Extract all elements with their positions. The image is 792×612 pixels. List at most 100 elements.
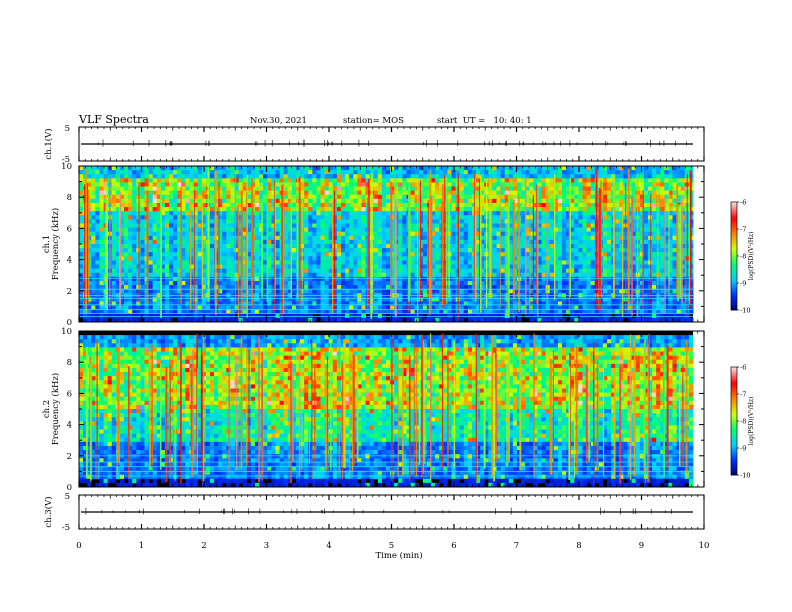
ch1-spectrogram-cell [189, 174, 195, 179]
ch1-spectrogram-cell [431, 301, 436, 306]
ch1-spectrogram-cell [451, 280, 456, 286]
ch1-spectrogram-cell [476, 202, 481, 208]
ch1-spectrogram-cell [95, 235, 100, 241]
ch1-spectrogram-cell [349, 198, 354, 204]
ch1-spectrogram-cell [201, 170, 207, 175]
ch1-spectrogram-cell [255, 272, 260, 278]
ch1-spectrogram-cell [340, 260, 346, 265]
ch1-spectrogram-cell [402, 219, 407, 224]
ch1-spectrogram-cell [164, 186, 170, 192]
ch1-spectrogram-cell [431, 252, 436, 257]
ch1-spectrogram-cell [361, 166, 366, 171]
ch1-spectrogram-cell [414, 207, 420, 212]
ch1-spectrogram-cell [492, 313, 497, 319]
ch1-spectrogram-cell [500, 174, 506, 179]
ch1-spectrogram-cell [197, 305, 203, 311]
ch1-spectrogram-cell [422, 252, 428, 257]
ch1-spectrogram-cell [361, 305, 366, 311]
ch1-spectrogram-cell [189, 231, 195, 237]
ch1-spectrogram-cell [128, 219, 133, 224]
ch1-spectrogram-cell [173, 285, 178, 290]
ch1-spectrogram-cell [422, 231, 428, 237]
ch1-spectrogram-cell [516, 166, 522, 171]
ch1-spectrogram-cell [336, 285, 342, 290]
ch1-spectrogram-cell [521, 297, 526, 302]
ch1-spectrogram-cell [529, 174, 534, 179]
ch1-spectrogram-cell [377, 190, 383, 196]
ch1-spectrogram-cell [177, 178, 182, 183]
ch1-spectrogram-cell [566, 264, 571, 270]
ch1-spectrogram-cell [169, 305, 174, 311]
ch1-spectrogram-cell [283, 211, 289, 216]
ch1-spectrogram-cell [414, 285, 420, 290]
ch1-spectrogram-cell [467, 256, 473, 261]
ch1-spectrogram-cell [169, 297, 174, 302]
ch1-spectrogram-cell [533, 260, 538, 265]
ch1-spectrogram-cell [291, 174, 297, 179]
ch1-spectrogram-cell [271, 235, 276, 241]
ch1-spectrogram-cell [512, 285, 518, 290]
ch1-spectrogram-cell [386, 198, 391, 204]
ch1-spectrogram-cell [562, 215, 567, 220]
ch1-spectrogram-cell [386, 301, 391, 306]
ch1-spectrogram-cell [160, 194, 166, 200]
ch1-spectrogram-cell [549, 198, 555, 204]
ch1-spectrogram-cell [287, 317, 293, 323]
ch1-spectrogram-cell [238, 170, 244, 175]
ch1-spectrogram-cell [463, 248, 469, 253]
ch1-spectrogram-cell [115, 182, 121, 187]
ch1-spectrogram-cell [562, 231, 567, 237]
ch1-spectrogram-cell [381, 276, 387, 282]
ch1-spectrogram-cell [148, 235, 154, 241]
ch1-spectrogram-cell [259, 297, 264, 302]
ch1-spectrogram-cell [512, 289, 518, 294]
ch1-spectrogram-cell [422, 280, 428, 286]
ch1-spectrogram-cell [345, 231, 350, 237]
ch1-spectrogram-cell [459, 280, 465, 286]
ch1-spectrogram-cell [541, 194, 547, 200]
ch1-spectrogram-cell [201, 301, 207, 306]
ch1-spectrogram-cell [525, 285, 530, 290]
ch1-spectrogram-cell [152, 280, 158, 286]
ch1-spectrogram-cell [398, 268, 403, 274]
ch1-spectrogram-cell [132, 309, 137, 315]
ch1-spectrogram-cell [115, 186, 121, 192]
ch1-spectrogram-cell [537, 211, 542, 216]
ch1-spectrogram-cell [398, 252, 403, 257]
ch1-spectrogram-cell [557, 182, 563, 187]
ch1-spectrogram-cell [443, 239, 448, 245]
ch1-spectrogram-cell [381, 256, 387, 261]
ch1-spectrogram-cell [443, 264, 448, 270]
ch1-spectrogram-cell [476, 170, 481, 175]
ch1-spectrogram-cell [291, 239, 297, 245]
ch1-spectrogram-cell [250, 194, 256, 200]
ch1-spectrogram-cell [320, 227, 325, 233]
ch1-spectrogram-cell [345, 227, 350, 233]
ch1-spectrogram-cell [152, 235, 158, 241]
ch1-spectrogram-cell [431, 190, 436, 196]
ch1-spectrogram-cell [275, 280, 280, 286]
ch1-spectrogram-cell [349, 215, 354, 220]
ch1-spectrogram-cell [340, 223, 346, 228]
ch1-spectrogram-cell [336, 256, 342, 261]
ch1-spectrogram-cell [295, 170, 301, 175]
ch1-spectrogram-cell [410, 305, 416, 311]
ch1-spectrogram-cell [164, 215, 170, 220]
ch1-spectrogram-cell [209, 202, 215, 208]
ch1-spectrogram-cell [553, 219, 559, 224]
ch1-spectrogram-cell [209, 297, 215, 302]
ch1-spectrogram-cell [197, 202, 203, 208]
ch1-spectrogram-cell [99, 301, 104, 306]
ch1-spectrogram-cell [553, 285, 559, 290]
ch1-spectrogram-cell [115, 219, 121, 224]
ch1-spectrogram-cell [336, 231, 342, 237]
ch1-spectrogram-cell [586, 239, 592, 245]
ch1-spectrogram-cell [365, 174, 371, 179]
ch1-spectrogram-cell [185, 170, 190, 175]
ch1-spectrogram-cell [99, 186, 104, 192]
ch1-spectrogram-cell [566, 252, 571, 257]
ch1-spectrogram-cell [574, 186, 579, 192]
ch1-spectrogram-cell [369, 317, 375, 323]
ch1-spectrogram-cell [91, 207, 96, 212]
ch1-spectrogram-cell [255, 256, 260, 261]
